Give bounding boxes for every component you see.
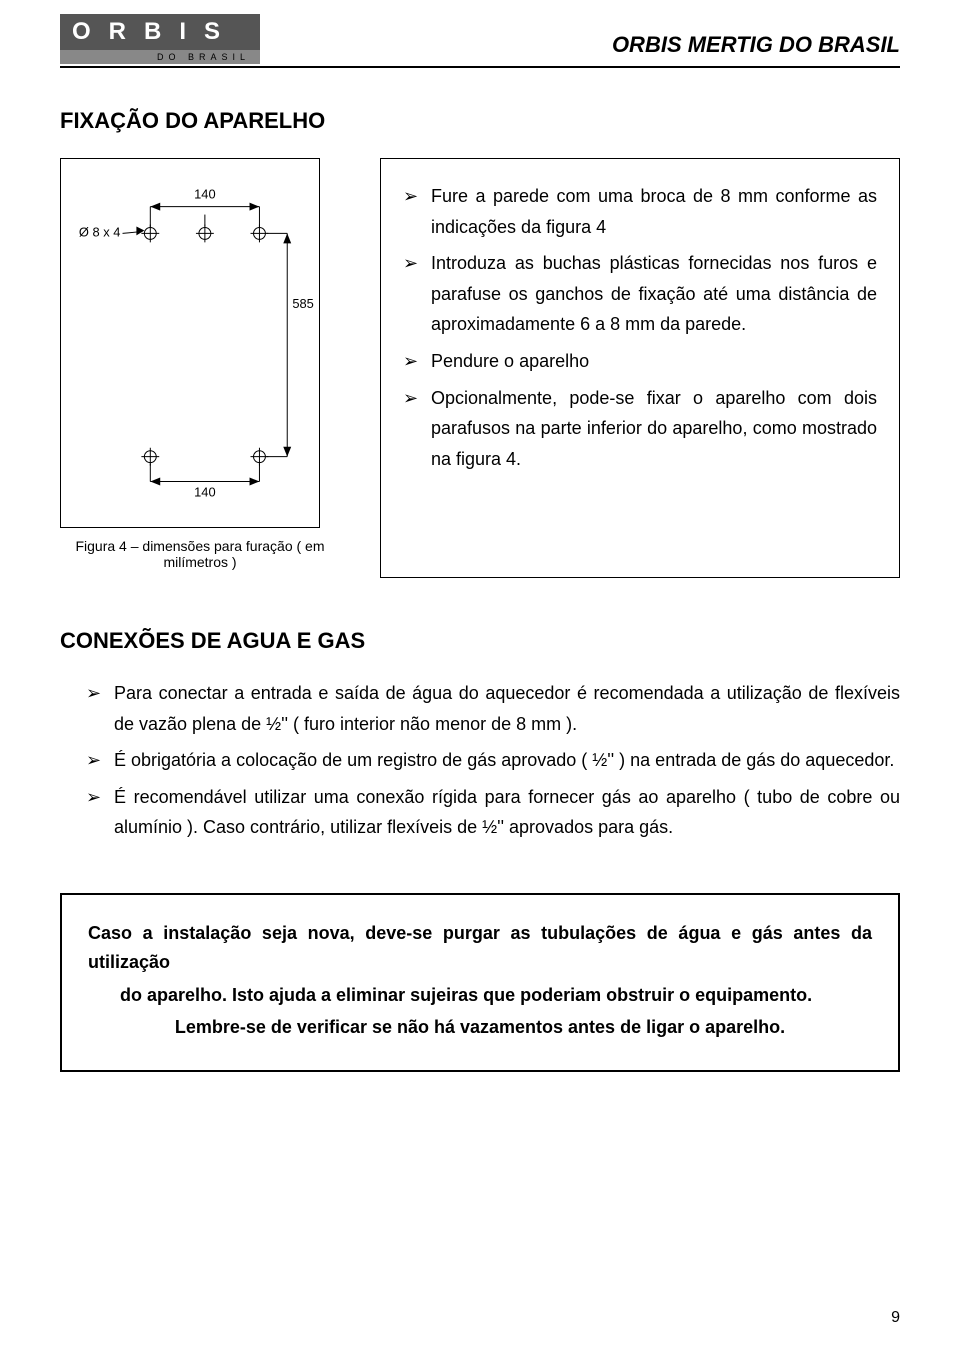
dim-top: 140	[194, 187, 215, 202]
logo: ORBIS DO BRASIL	[60, 0, 260, 64]
logo-bottom: DO BRASIL	[60, 50, 260, 64]
bullet: Para conectar a entrada e saída de água …	[86, 678, 900, 739]
section1-bullets: Fure a parede com uma broca de 8 mm conf…	[403, 181, 877, 474]
bullet: Introduza as buchas plásticas fornecidas…	[403, 248, 877, 340]
bullet: É obrigatória a colocação de um registro…	[86, 745, 900, 776]
figure4-svg: 140 585 140	[61, 159, 319, 526]
section2-bullets: Para conectar a entrada e saída de água …	[60, 678, 900, 843]
page-header: ORBIS DO BRASIL ORBIS MERTIG DO BRASIL	[60, 0, 900, 68]
bullet: Fure a parede com uma broca de 8 mm conf…	[403, 181, 877, 242]
section1-row: 140 585 140	[60, 158, 900, 578]
header-title: ORBIS MERTIG DO BRASIL	[612, 32, 900, 64]
logo-top: ORBIS	[60, 14, 260, 50]
section1-bullets-box: Fure a parede com uma broca de 8 mm conf…	[380, 158, 900, 578]
section2-title: CONEXÕES DE AGUA E GAS	[60, 628, 900, 654]
note-box: Caso a instalação seja nova, deve-se pur…	[60, 893, 900, 1072]
page: ORBIS DO BRASIL ORBIS MERTIG DO BRASIL F…	[0, 0, 960, 1345]
page-number: 9	[891, 1309, 900, 1327]
figure4-box: 140 585 140	[60, 158, 320, 528]
dim-height: 585	[292, 296, 313, 311]
figure4-caption: Figura 4 – dimensões para furação ( em m…	[60, 538, 340, 570]
bullet: É recomendável utilizar uma conexão rígi…	[86, 782, 900, 843]
hole-label: Ø 8 x 4	[79, 224, 121, 239]
note-line1: Caso a instalação seja nova, deve-se pur…	[88, 919, 872, 977]
bullet: Pendure o aparelho	[403, 346, 877, 377]
bullet: Opcionalmente, pode-se fixar o aparelho …	[403, 383, 877, 475]
note-line3: Lembre-se de verificar se não há vazamen…	[88, 1013, 872, 1042]
dim-bottom: 140	[194, 484, 215, 499]
section1-title: FIXAÇÃO DO APARELHO	[60, 108, 900, 134]
figure-col: 140 585 140	[60, 158, 340, 570]
note-line2: do aparelho. Isto ajuda a eliminar sujei…	[88, 981, 872, 1010]
